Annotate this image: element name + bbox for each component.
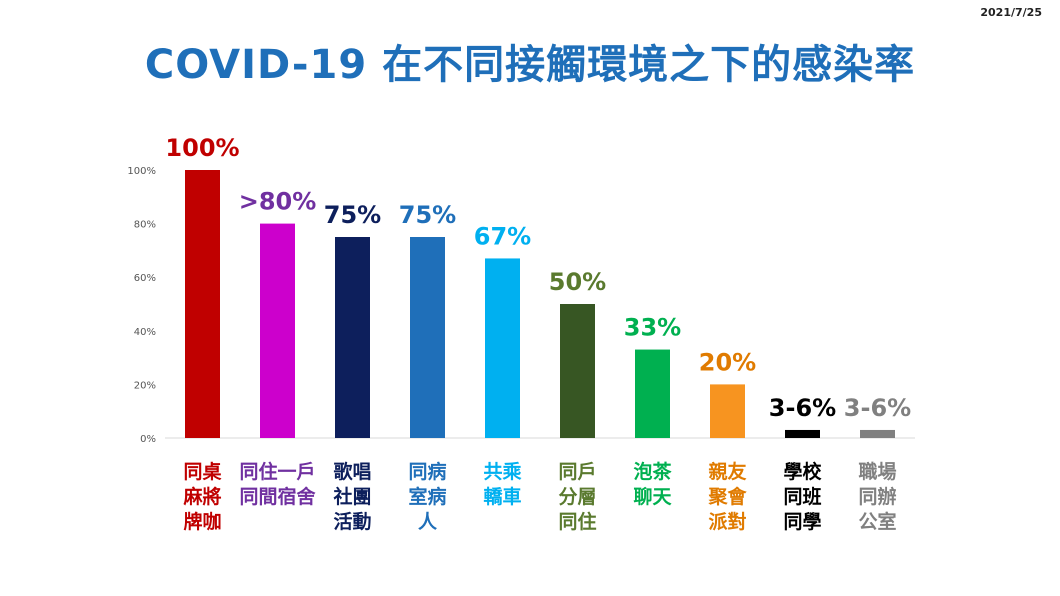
bar xyxy=(560,304,595,438)
data-label: 20% xyxy=(699,348,756,376)
category-label: 親友 xyxy=(708,460,746,483)
bar xyxy=(410,237,445,438)
data-label: >80% xyxy=(239,188,317,216)
category-label: 分層 xyxy=(558,486,596,508)
category-label: 社團 xyxy=(332,485,371,508)
category-label: 活動 xyxy=(333,510,371,533)
bar xyxy=(185,170,220,438)
data-label: 75% xyxy=(324,201,381,229)
category-label: 聚會 xyxy=(707,485,747,508)
category-label: 室病 xyxy=(408,485,446,508)
data-label: 50% xyxy=(549,268,606,296)
category-label: 派對 xyxy=(708,511,746,533)
y-tick-label: 60% xyxy=(134,273,156,284)
category-label: 聊天 xyxy=(633,485,672,508)
bar xyxy=(785,429,820,438)
bar xyxy=(635,349,670,438)
category-label: 同住 xyxy=(558,510,596,533)
bar xyxy=(860,429,895,438)
data-label: 33% xyxy=(624,314,681,342)
data-label: 75% xyxy=(399,201,456,229)
bar xyxy=(260,223,295,438)
bar xyxy=(335,237,370,438)
category-label: 牌咖 xyxy=(183,510,221,533)
category-label: 同學 xyxy=(783,511,821,533)
category-label: 同班 xyxy=(783,485,821,508)
category-label: 歌唱 xyxy=(333,460,371,483)
y-tick-label: 0% xyxy=(140,434,156,445)
category-label: 共乘 xyxy=(483,461,521,483)
category-label: 泡茶 xyxy=(633,460,672,483)
category-label: 學校 xyxy=(783,460,822,483)
category-label: 同病 xyxy=(408,460,446,483)
data-label: 67% xyxy=(474,222,531,250)
category-label: 同住一戶 xyxy=(239,460,315,483)
slide-title: COVID-19 在不同接觸環境之下的感染率 xyxy=(144,42,916,88)
y-tick-label: 100% xyxy=(127,166,156,177)
category-label: 同間宿舍 xyxy=(239,485,316,508)
category-label: 麻將 xyxy=(182,485,221,508)
slide-date: 2021/7/25 xyxy=(980,6,1042,19)
category-label: 職場 xyxy=(858,460,896,483)
bar xyxy=(485,258,520,438)
y-tick-label: 80% xyxy=(134,220,156,231)
data-label: 3-6% xyxy=(844,394,911,422)
category-label: 同戶 xyxy=(558,460,596,483)
y-tick-label: 20% xyxy=(134,380,156,391)
category-label: 公室 xyxy=(858,510,896,533)
bar xyxy=(710,384,745,438)
category-label: 人 xyxy=(418,511,438,533)
data-label: 100% xyxy=(165,134,239,162)
category-label: 轎車 xyxy=(483,485,521,508)
data-label: 3-6% xyxy=(769,394,836,422)
y-tick-label: 40% xyxy=(134,327,156,338)
category-label: 同桌 xyxy=(183,460,221,483)
category-label: 同辦 xyxy=(858,485,896,508)
